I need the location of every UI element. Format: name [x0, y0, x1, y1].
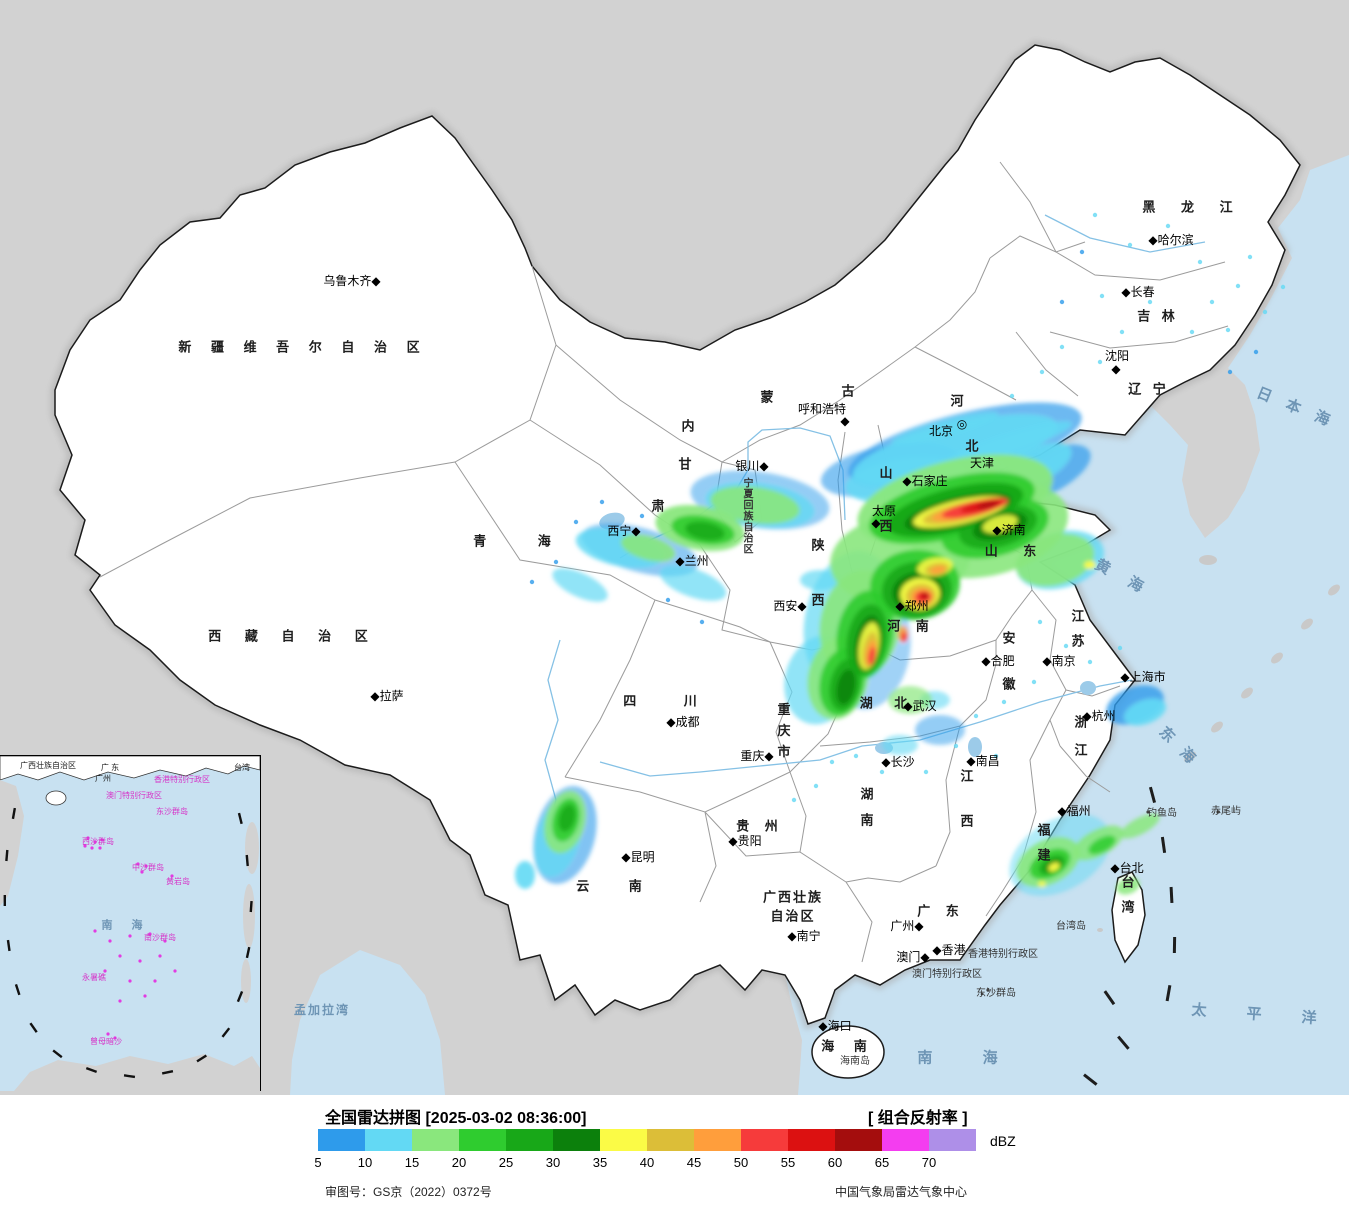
product-type-label: [ 组合反射率 ]	[868, 1110, 968, 1127]
inset-china-coast	[0, 756, 260, 781]
echo-speckles	[529, 212, 1286, 803]
legend-tick-45: 45	[686, 1155, 702, 1170]
inset-island-dots	[83, 836, 177, 1040]
islet-dots	[980, 810, 1220, 996]
legend-swatch-55	[788, 1129, 835, 1151]
legend-ticks: 5 10 15 20 25 30 35 40 45 50 55 60 65 70	[314, 1155, 1018, 1171]
legend-bar: 全国雷达拼图 [2025-03-02 08:36:00] [ 组合反射率 ] 5…	[0, 1095, 1349, 1208]
legend-tick-55: 55	[780, 1155, 796, 1170]
map-title: 全国雷达拼图 [2025-03-02 08:36:00]	[325, 1104, 586, 1128]
legend-tick-65: 65	[874, 1155, 890, 1170]
legend-swatch-25	[506, 1129, 553, 1151]
legend-tick-10: 10	[357, 1155, 373, 1170]
product-name: 全国雷达拼图	[325, 1110, 422, 1127]
agency-credit: 中国气象局雷达气象中心	[835, 1185, 968, 1199]
inset-sea	[0, 756, 260, 1091]
legend-tick-50: 50	[733, 1155, 749, 1170]
legend-unit: dBZ	[990, 1133, 1016, 1149]
taiwan-island	[1111, 871, 1146, 964]
map-approval-number: 审图号：GS京（2022）0372号	[325, 1185, 492, 1199]
legend-swatch-50	[741, 1129, 788, 1151]
hainan-island	[811, 1025, 885, 1079]
radar-echo-layer	[515, 402, 1167, 896]
offshore-islands	[1097, 555, 1340, 932]
legend-swatch-30	[553, 1129, 600, 1151]
south-china-sea-inset: 广西壮族自治区广 东台湾 广州 香港特别行政区 澳门特别行政区 东沙群岛 西沙群岛 中沙群岛…	[0, 755, 261, 1091]
inset-nine-dash-line	[3, 807, 253, 1079]
legend-tick-60: 60	[827, 1155, 843, 1170]
legend-tick-35: 35	[592, 1155, 608, 1170]
china-radar-map: 黑 龙 江吉 林辽 宁内蒙古新 疆 维 吾 尔 自 治 区西 藏 自 治 区青 …	[0, 0, 1349, 1095]
legend-tick-5: 5	[314, 1155, 322, 1170]
legend-swatch-5	[318, 1129, 365, 1151]
legend-tick-15: 15	[404, 1155, 420, 1170]
boundary-dashes	[1083, 786, 1177, 1086]
legend-tick-30: 30	[545, 1155, 561, 1170]
legend-swatch-20	[459, 1129, 506, 1151]
inset-borneo	[14, 1054, 260, 1091]
legend-tick-20: 20	[451, 1155, 467, 1170]
timestamp: [2025-03-02 08:36:00]	[425, 1110, 587, 1127]
legend-swatch-40	[647, 1129, 694, 1151]
legend-tick-70: 70	[921, 1155, 937, 1170]
inset-hainan	[45, 790, 67, 806]
legend-swatch-65	[882, 1129, 929, 1151]
inset-indochina	[0, 780, 24, 906]
legend-swatch-70	[929, 1129, 976, 1151]
map-svg	[0, 0, 1349, 1095]
legend-tick-40: 40	[639, 1155, 655, 1170]
legend-colorbar	[318, 1129, 976, 1151]
legend-swatch-10	[365, 1129, 412, 1151]
legend-swatch-35	[600, 1129, 647, 1151]
inset-svg	[0, 756, 260, 1091]
legend-swatch-60	[835, 1129, 882, 1151]
legend-swatch-15	[412, 1129, 459, 1151]
legend-swatch-45	[694, 1129, 741, 1151]
legend-tick-25: 25	[498, 1155, 514, 1170]
inset-philippines	[241, 822, 259, 1003]
